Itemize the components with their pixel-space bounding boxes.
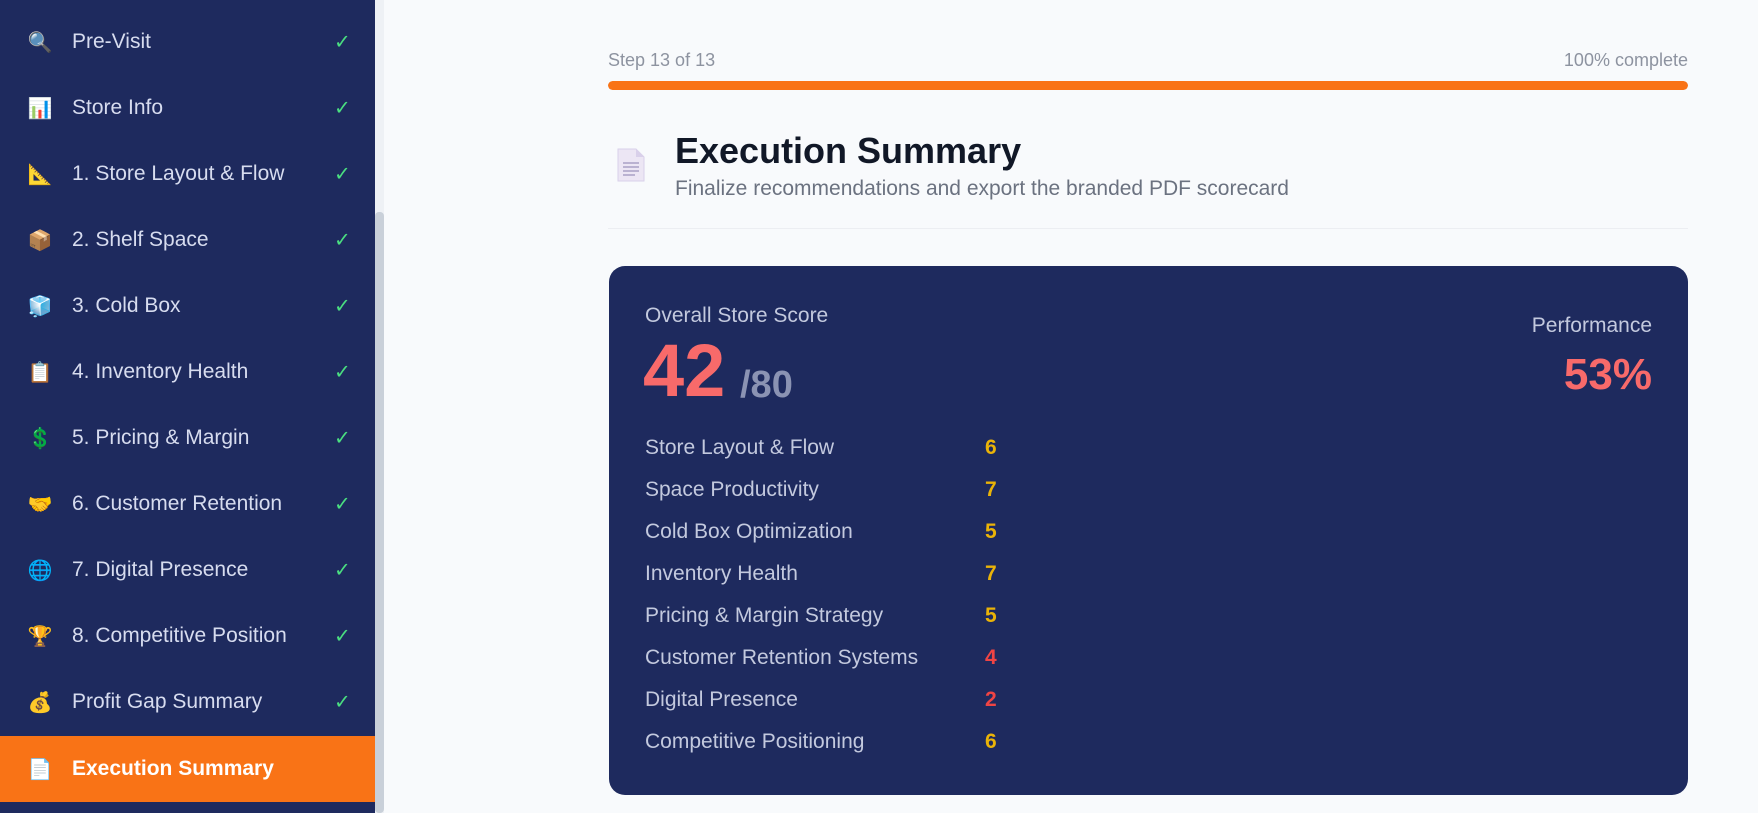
bar-chart-icon: 📊: [27, 97, 53, 120]
category-score: 4: [985, 646, 997, 669]
sidebar-scrollbar-thumb[interactable]: [375, 212, 384, 813]
trophy-icon: 🏆: [27, 625, 53, 648]
sidebar-item-label: 7. Digital Presence: [72, 558, 249, 581]
sidebar-item-digital-presence[interactable]: 🌐 7. Digital Presence ✓: [0, 537, 375, 603]
sidebar-item-profit-gap[interactable]: 💰 Profit Gap Summary ✓: [0, 669, 375, 735]
sidebar-item-inventory-health[interactable]: 📋 4. Inventory Health ✓: [0, 339, 375, 405]
triangle-ruler-icon: 📐: [27, 163, 53, 186]
sidebar-item-competitive-position[interactable]: 🏆 8. Competitive Position ✓: [0, 603, 375, 669]
sidebar-item-cold-box[interactable]: 🧊 3. Cold Box ✓: [0, 273, 375, 339]
package-icon: 📦: [27, 229, 53, 252]
progress-bar: [608, 81, 1688, 90]
sidebar-item-pre-visit[interactable]: 🔍 Pre-Visit ✓: [0, 9, 375, 75]
money-bag-icon: 💰: [27, 691, 53, 714]
check-icon: ✓: [334, 163, 351, 186]
globe-icon: 🌐: [27, 559, 53, 582]
category-row: Cold Box Optimization 5: [645, 520, 1045, 550]
progress-step-text: Step 13 of 13: [608, 50, 716, 70]
category-row: Digital Presence 2: [645, 688, 1045, 718]
sidebar-item-label: 6. Customer Retention: [72, 492, 283, 515]
category-score: 5: [985, 604, 997, 627]
performance-label: Performance: [1531, 314, 1652, 337]
performance-value: 53%: [1563, 350, 1652, 399]
sidebar-item-label: 4. Inventory Health: [72, 360, 249, 383]
check-icon: ✓: [334, 31, 351, 54]
check-icon: ✓: [334, 229, 351, 252]
category-name: Store Layout & Flow: [645, 436, 835, 459]
category-row: Inventory Health 7: [645, 562, 1045, 592]
category-row: Competitive Positioning 6: [645, 730, 1045, 760]
check-icon: ✓: [334, 625, 351, 648]
check-icon: ✓: [334, 361, 351, 384]
sidebar-item-shelf-space[interactable]: 📦 2. Shelf Space ✓: [0, 207, 375, 273]
category-score: 7: [985, 562, 997, 585]
category-name: Cold Box Optimization: [645, 520, 853, 543]
overall-score-max: /80: [740, 364, 793, 406]
category-name: Competitive Positioning: [645, 730, 865, 753]
category-name: Inventory Health: [645, 562, 798, 585]
ice-cube-icon: 🧊: [27, 295, 53, 318]
sidebar-item-store-info[interactable]: 📊 Store Info ✓: [0, 75, 375, 141]
clipboard-icon: 📋: [27, 361, 53, 384]
category-row: Store Layout & Flow 6: [645, 436, 1045, 466]
sidebar-item-store-layout[interactable]: 📐 1. Store Layout & Flow ✓: [0, 141, 375, 207]
sidebar-item-label: 2. Shelf Space: [72, 228, 209, 251]
sidebar-item-pricing-margin[interactable]: 💲 5. Pricing & Margin ✓: [0, 405, 375, 471]
sidebar-item-label: Store Info: [72, 96, 164, 119]
category-score: 6: [985, 436, 997, 459]
category-score: 5: [985, 520, 997, 543]
check-icon: ✓: [334, 493, 351, 516]
sidebar-item-label: 8. Competitive Position: [72, 624, 287, 647]
header-divider: [608, 228, 1688, 229]
overall-score-value: 42: [643, 329, 726, 412]
category-row: Space Productivity 7: [645, 478, 1045, 508]
sidebar-item-customer-retention[interactable]: 🤝 6. Customer Retention ✓: [0, 471, 375, 537]
category-name: Digital Presence: [645, 688, 798, 711]
category-name: Pricing & Margin Strategy: [645, 604, 884, 627]
page-title: Execution Summary: [675, 130, 1022, 171]
category-name: Customer Retention Systems: [645, 646, 919, 669]
document-icon: [616, 147, 646, 183]
sidebar: 🔍 Pre-Visit ✓ 📊 Store Info ✓ 📐 1. Store …: [0, 0, 375, 813]
category-row: Customer Retention Systems 4: [645, 646, 1045, 676]
check-icon: ✓: [334, 295, 351, 318]
category-row: Pricing & Margin Strategy 5: [645, 604, 1045, 634]
progress-bar-fill: [608, 81, 1688, 90]
document-icon: 📄: [27, 758, 53, 781]
progress-percent-text: 100% complete: [1563, 50, 1688, 70]
category-score: 7: [985, 478, 997, 501]
page-subtitle: Finalize recommendations and export the …: [675, 177, 1289, 200]
check-icon: ✓: [334, 559, 351, 582]
dollar-sign-icon: 💲: [27, 427, 53, 450]
overall-score-label: Overall Store Score: [645, 304, 829, 327]
sidebar-item-execution-summary[interactable]: 📄 Execution Summary: [0, 736, 375, 802]
sidebar-item-label: 3. Cold Box: [72, 294, 181, 317]
category-score: 2: [985, 688, 997, 711]
check-icon: ✓: [334, 97, 351, 120]
sidebar-item-label: Execution Summary: [72, 757, 274, 780]
magnifier-icon: 🔍: [27, 31, 53, 54]
category-name: Space Productivity: [645, 478, 819, 501]
overall-score-card: Overall Store Score 42 /80 Performance 5…: [609, 266, 1688, 795]
sidebar-item-label: Profit Gap Summary: [72, 690, 263, 713]
sidebar-item-label: 5. Pricing & Margin: [72, 426, 250, 449]
handshake-icon: 🤝: [27, 493, 53, 516]
sidebar-item-label: 1. Store Layout & Flow: [72, 162, 285, 185]
category-score: 6: [985, 730, 997, 753]
check-icon: ✓: [334, 427, 351, 450]
sidebar-item-label: Pre-Visit: [72, 30, 151, 53]
check-icon: ✓: [334, 691, 351, 714]
